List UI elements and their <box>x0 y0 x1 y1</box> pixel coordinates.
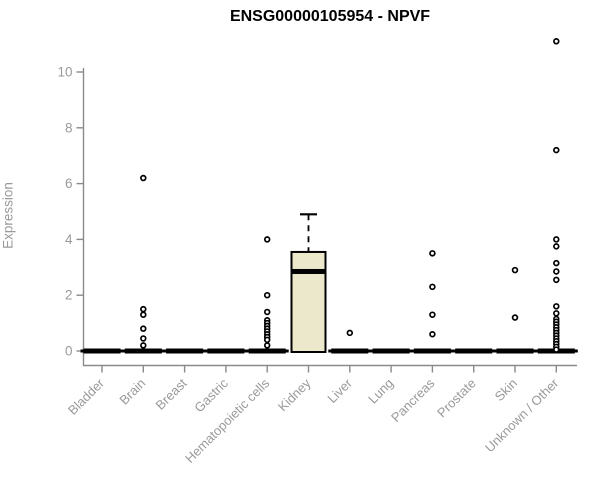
outlier-unknown-other <box>553 268 560 275</box>
outlier-unknown-other <box>553 276 560 284</box>
zero-bar-bladder <box>83 348 121 354</box>
outlier-brain <box>140 311 147 318</box>
x-tick-label-brain: Brain <box>116 376 148 408</box>
y-tick-label: 6 <box>65 176 73 191</box>
median-line-kidney <box>291 268 326 274</box>
x-tick-label-kidney: Kidney <box>275 375 314 414</box>
outlier-pancreas <box>429 311 436 318</box>
x-tick-label-liver: Liver <box>324 375 355 406</box>
outlier-pancreas <box>429 331 436 338</box>
outlier-unknown-other <box>553 303 560 310</box>
box-kidney <box>290 250 327 353</box>
zero-bar-liver <box>331 348 369 354</box>
outlier-brain <box>140 174 147 182</box>
x-tick-label-gastric: Gastric <box>191 375 231 415</box>
y-tick-label: 0 <box>65 344 73 359</box>
outlier-unknown-other <box>553 236 560 243</box>
outlier-hematopoietic-cells <box>263 342 271 349</box>
x-tick-label-lung: Lung <box>365 376 396 407</box>
y-tick-label: 2 <box>65 288 73 303</box>
zero-bar-hematopoietic-cells <box>248 348 286 354</box>
outlier-hematopoietic-cells <box>263 291 271 299</box>
outlier-skin <box>511 314 519 321</box>
outlier-unknown-other <box>553 243 560 250</box>
outlier-skin <box>511 266 519 274</box>
outlier-pancreas <box>429 250 436 257</box>
outlier-brain <box>140 325 147 332</box>
outlier-unknown-other <box>553 38 560 45</box>
y-tick-label: 4 <box>65 232 73 247</box>
zero-bar-lung <box>372 348 410 354</box>
outlier-pancreas <box>429 283 436 291</box>
outlier-brain <box>140 335 147 342</box>
outlier-hematopoietic-cells <box>263 336 271 344</box>
outlier-unknown-other <box>553 310 560 317</box>
outlier-brain <box>140 342 147 349</box>
zero-bar-brain <box>124 348 162 354</box>
y-tick-label: 8 <box>65 120 73 135</box>
x-tick-label-breast: Breast <box>153 375 190 412</box>
zero-bar-breast <box>166 348 204 354</box>
zero-bar-skin <box>496 348 534 354</box>
x-tick-label-pancreas: Pancreas <box>388 375 438 425</box>
outlier-hematopoietic-cells <box>263 236 271 243</box>
outlier-unknown-other <box>553 259 560 267</box>
outlier-unknown-other <box>553 346 560 353</box>
outlier-unknown-other <box>553 146 560 154</box>
y-tick-label: 10 <box>57 65 72 80</box>
zero-bar-prostate <box>455 348 493 354</box>
x-tick-label-bladder: Bladder <box>65 375 108 418</box>
chart-title: ENSG00000105954 - NPVF <box>229 8 431 25</box>
x-tick-label-unknown-other: Unknown / Other <box>482 375 562 455</box>
zero-bar-gastric <box>207 348 245 354</box>
outlier-hematopoietic-cells <box>263 308 271 316</box>
x-tick-label-prostate: Prostate <box>434 376 479 421</box>
outlier-liver <box>346 329 354 337</box>
outlier-brain <box>140 305 147 313</box>
zero-bar-pancreas <box>413 348 451 354</box>
x-tick-label-skin: Skin <box>492 376 520 404</box>
